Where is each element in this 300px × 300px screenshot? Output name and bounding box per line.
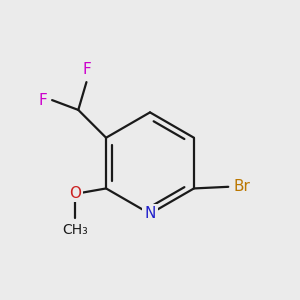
Text: O: O — [69, 186, 81, 201]
Text: N: N — [144, 206, 156, 221]
Text: Br: Br — [233, 179, 250, 194]
Text: CH₃: CH₃ — [62, 223, 88, 237]
Text: F: F — [38, 93, 47, 108]
Text: F: F — [82, 62, 91, 77]
